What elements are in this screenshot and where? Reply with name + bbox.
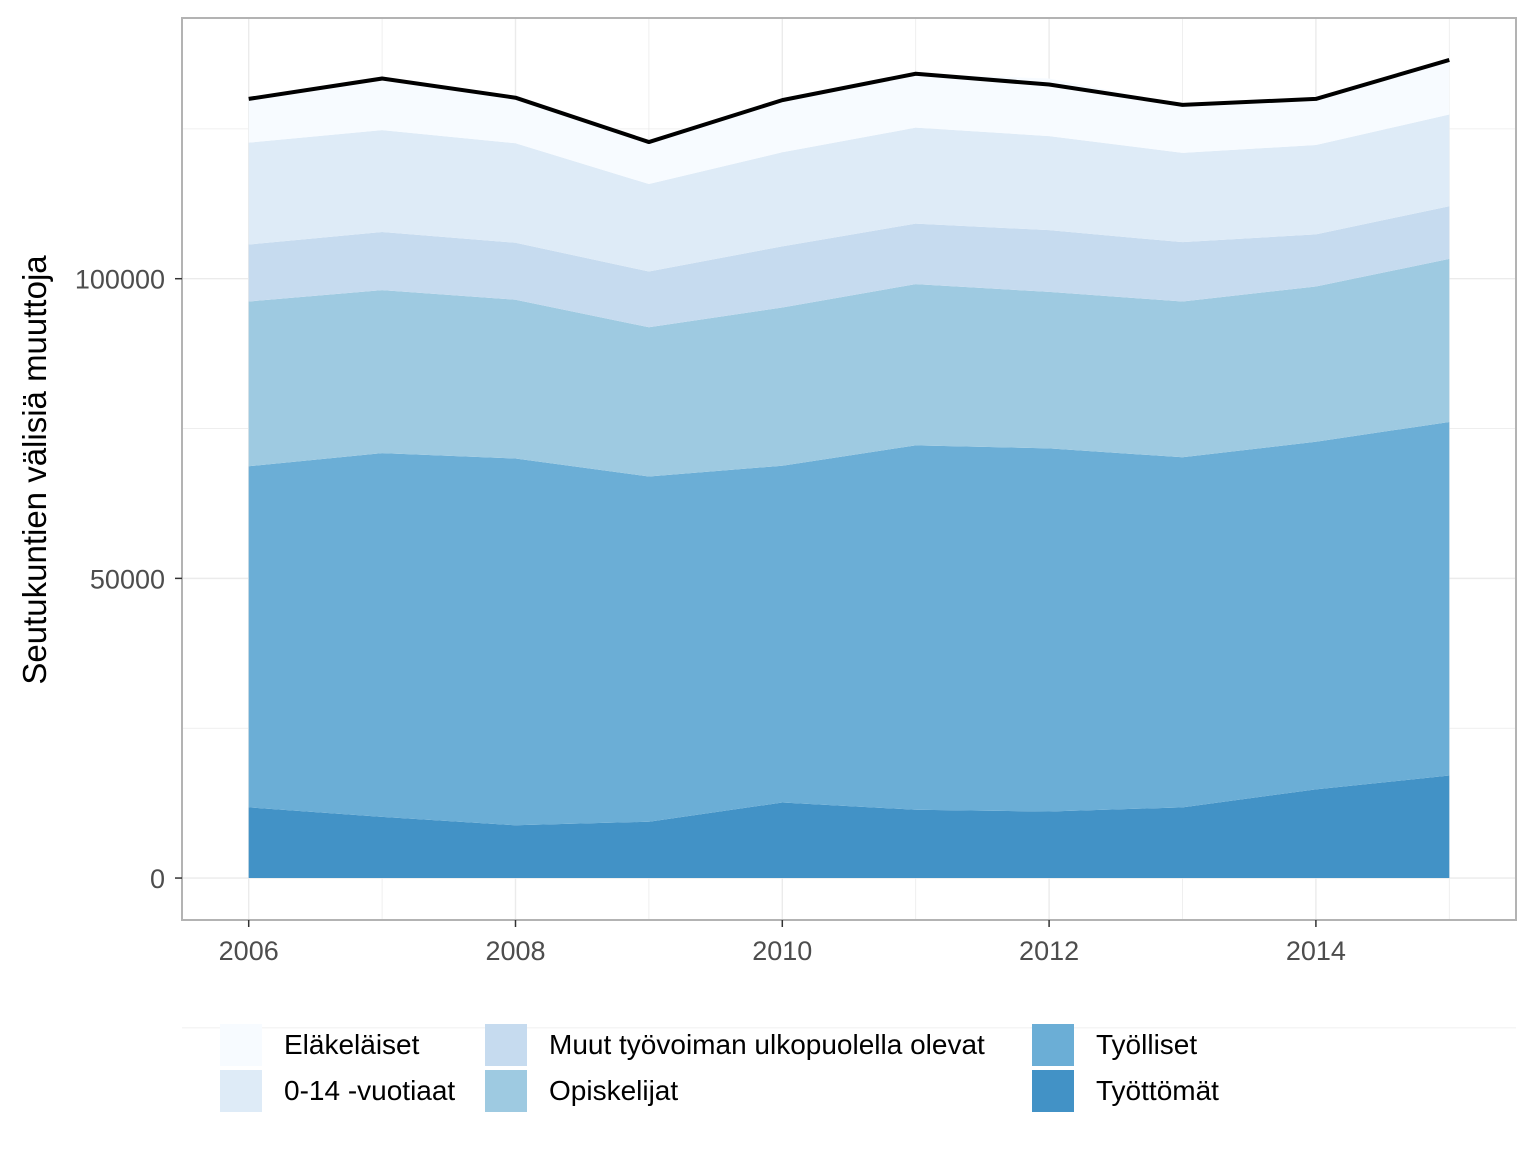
x-tick-label: 2012 (1019, 936, 1079, 966)
y-tick-label: 100000 (75, 265, 165, 295)
area-tyolliset (248, 421, 1450, 826)
area-0-14-vuotiaat (248, 114, 1450, 272)
x-tick-label: 2006 (219, 936, 279, 966)
y-tick-label: 50000 (90, 564, 165, 594)
legend: Eläkeläiset 0-14 -vuotiaat Muut työvoima… (220, 1024, 1320, 1116)
total-line (248, 58, 1450, 145)
total-line-layer (248, 58, 1450, 145)
axis-ticks: 2006 2008 2010 2012 2014 0 50000 100000 (75, 265, 1346, 966)
y-axis-title: Seutukuntien välisiä muuttoja (16, 255, 53, 685)
legend-key-tyottomat (1032, 1070, 1074, 1112)
legend-label-tyottomat: Työttömät (1096, 1075, 1219, 1106)
legend-label-muut: Muut työvoiman ulkopuolella olevat (549, 1029, 985, 1060)
area-tyottomat (248, 775, 1450, 879)
legend-label-tyolliset: Työlliset (1096, 1029, 1198, 1060)
legend-item-muut: Muut työvoiman ulkopuolella olevat (485, 1024, 985, 1066)
area-opiskelijat (248, 258, 1450, 477)
panel-border (181, 17, 1517, 921)
x-tick-label: 2010 (752, 936, 812, 966)
y-tick-label: 0 (150, 864, 165, 894)
legend-item-tyolliset: Työlliset (1032, 1024, 1197, 1066)
legend-label-0-14-vuotiaat: 0-14 -vuotiaat (284, 1075, 456, 1106)
legend-key-0-14-vuotiaat (220, 1070, 262, 1112)
legend-key-elakelaiset (220, 1024, 262, 1066)
legend-label-opiskelijat: Opiskelijat (549, 1075, 679, 1106)
legend-key-opiskelijat (485, 1070, 527, 1112)
area-muut-tyovoiman-ulkopuolella-olevat (248, 206, 1450, 328)
legend-item-tyottomat: Työttömät (1032, 1070, 1219, 1112)
x-tick-label: 2008 (485, 936, 545, 966)
legend-key-muut (485, 1024, 527, 1066)
legend-key-tyolliset (1032, 1024, 1074, 1066)
legend-item-elakelaiset: Eläkeläiset (220, 1024, 419, 1066)
legend-item-opiskelijat: Opiskelijat (485, 1070, 678, 1112)
area-series (248, 59, 1450, 879)
x-tick-label: 2014 (1286, 936, 1346, 966)
area-elakelaiset (248, 59, 1450, 185)
legend-item-0-14-vuotiaat: 0-14 -vuotiaat (220, 1070, 455, 1112)
legend-label-elakelaiset: Eläkeläiset (284, 1029, 420, 1060)
